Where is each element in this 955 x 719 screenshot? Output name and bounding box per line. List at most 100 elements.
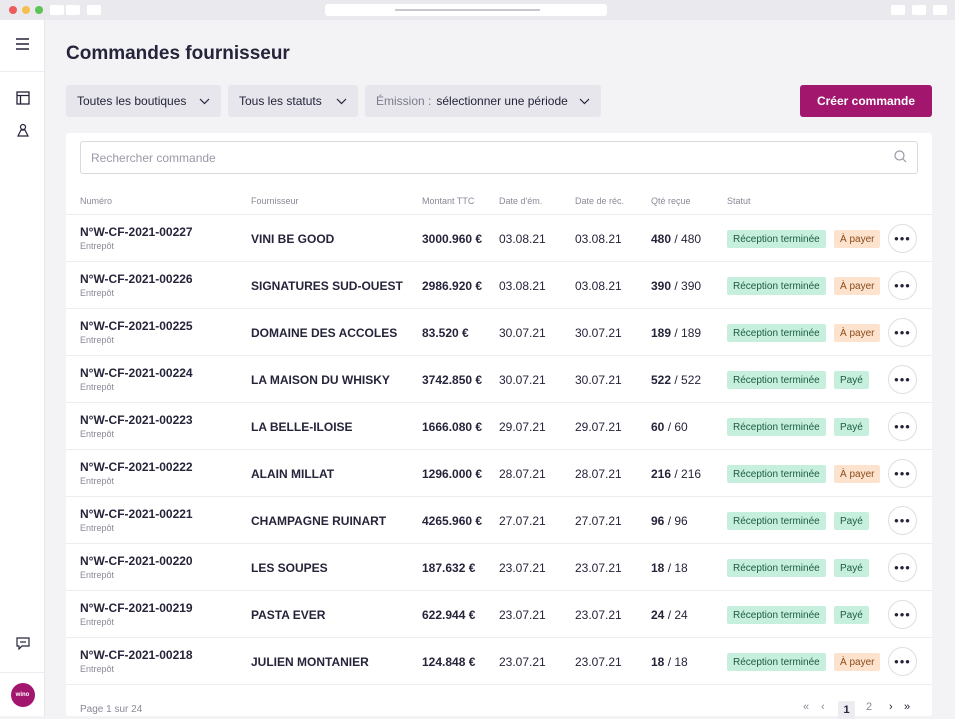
- page-info: Page 1 sur 24: [80, 704, 143, 715]
- payment-badge: Payé: [834, 606, 869, 624]
- receipt-date: 03.08.21: [575, 279, 622, 293]
- more-actions-button[interactable]: •••: [888, 553, 917, 582]
- create-order-button[interactable]: Créer commande: [800, 85, 932, 117]
- search-input[interactable]: Rechercher commande: [80, 141, 918, 174]
- order-location: Entrepôt: [80, 664, 115, 674]
- qty-total: / 18: [667, 561, 688, 575]
- receipt-date: 23.07.21: [575, 655, 622, 669]
- sidebar-item-support[interactable]: [0, 634, 45, 658]
- received-quantity: 189 / 189: [651, 326, 701, 340]
- table-row[interactable]: N°W-CF-2021-00223 Entrepôt LA BELLE-ILOISE…: [66, 403, 932, 450]
- qty-total: / 18: [667, 655, 688, 669]
- sidebar-toggle-button[interactable]: [50, 5, 64, 15]
- table-row[interactable]: N°W-CF-2021-00221 Entrepôt CHAMPAGNE RUINA…: [66, 497, 932, 544]
- order-number[interactable]: N°W-CF-2021-00219: [80, 601, 193, 615]
- more-actions-button[interactable]: •••: [888, 412, 917, 441]
- close-window-dot[interactable]: [9, 6, 17, 14]
- table-row[interactable]: N°W-CF-2021-00218 Entrepôt JULIEN MONTANIE…: [66, 638, 932, 685]
- receipt-date: 30.07.21: [575, 326, 622, 340]
- table-row[interactable]: N°W-CF-2021-00222 Entrepôt ALAIN MILLAT 129…: [66, 450, 932, 497]
- previous-page-icon[interactable]: ‹: [821, 701, 825, 713]
- next-page-icon[interactable]: ›: [889, 701, 893, 713]
- qty-received: 18: [651, 655, 665, 669]
- qty-total: / 480: [674, 232, 702, 246]
- payment-badge: À payer: [834, 230, 881, 248]
- received-quantity: 24 / 24: [651, 608, 688, 622]
- amount-ttc: 83.520 €: [422, 326, 469, 340]
- first-page-icon[interactable]: «: [803, 701, 810, 713]
- more-actions-button[interactable]: •••: [888, 459, 917, 488]
- more-dots-icon: •••: [894, 513, 911, 528]
- last-page-icon[interactable]: »: [904, 701, 911, 713]
- sidebar-item-orders[interactable]: [0, 88, 45, 112]
- page-current[interactable]: 1: [838, 701, 855, 719]
- supplier-name: VINI BE GOOD: [251, 232, 335, 246]
- tabs-overview-button[interactable]: [933, 5, 947, 15]
- issue-date: 23.07.21: [499, 561, 546, 575]
- orders-card: Rechercher commande Numéro Fournisseur M…: [66, 133, 932, 719]
- minimize-window-dot[interactable]: [22, 6, 30, 14]
- order-number[interactable]: N°W-CF-2021-00227: [80, 225, 193, 239]
- header-receipt-date[interactable]: Date de réc.: [575, 196, 625, 206]
- receipt-date: 30.07.21: [575, 373, 622, 387]
- payment-badge: Payé: [834, 512, 869, 530]
- order-number[interactable]: N°W-CF-2021-00226: [80, 272, 193, 286]
- order-number[interactable]: N°W-CF-2021-00218: [80, 648, 193, 662]
- order-number[interactable]: N°W-CF-2021-00223: [80, 413, 193, 427]
- table-row[interactable]: N°W-CF-2021-00226 Entrepôt SIGNATURES SUD-…: [66, 262, 932, 309]
- share-button[interactable]: [891, 5, 905, 15]
- url-bar[interactable]: [325, 4, 607, 16]
- more-dots-icon: •••: [894, 278, 911, 293]
- back-button[interactable]: [66, 5, 80, 15]
- more-dots-icon: •••: [894, 654, 911, 669]
- order-number[interactable]: N°W-CF-2021-00220: [80, 554, 193, 568]
- header-amount[interactable]: Montant TTC: [422, 196, 475, 206]
- header-supplier[interactable]: Fournisseur: [251, 196, 299, 206]
- amount-ttc: 3742.850 €: [422, 373, 483, 387]
- table-row[interactable]: N°W-CF-2021-00225 Entrepôt DOMAINE DES ACC…: [66, 309, 932, 356]
- page-next-number[interactable]: 2: [866, 701, 873, 713]
- shop-filter-select[interactable]: Toutes les boutiques: [66, 85, 221, 117]
- table-row[interactable]: N°W-CF-2021-00227 Entrepôt VINI BE GOOD 300…: [66, 215, 932, 262]
- table-row[interactable]: N°W-CF-2021-00224 Entrepôt LA MAISON DU WH…: [66, 356, 932, 403]
- more-actions-button[interactable]: •••: [888, 600, 917, 629]
- receipt-date: 03.08.21: [575, 232, 622, 246]
- brand-logo[interactable]: wino: [10, 682, 35, 707]
- header-status[interactable]: Statut: [727, 196, 751, 206]
- emission-period-select[interactable]: Émission : sélectionner une période: [365, 85, 601, 117]
- more-actions-button[interactable]: •••: [888, 318, 917, 347]
- more-actions-button[interactable]: •••: [888, 365, 917, 394]
- qty-received: 480: [651, 232, 672, 246]
- received-quantity: 522 / 522: [651, 373, 701, 387]
- issue-date: 23.07.21: [499, 655, 546, 669]
- hamburger-menu-icon[interactable]: [15, 37, 30, 55]
- new-tab-button[interactable]: [912, 5, 926, 15]
- issue-date: 03.08.21: [499, 232, 546, 246]
- status-badge: Réception terminée: [727, 512, 826, 530]
- sidebar-item-catalog[interactable]: [0, 120, 45, 144]
- header-qty[interactable]: Qté reçue: [651, 196, 691, 206]
- order-number[interactable]: N°W-CF-2021-00222: [80, 460, 193, 474]
- issue-date: 29.07.21: [499, 420, 546, 434]
- table-row[interactable]: N°W-CF-2021-00220 Entrepôt LES SOUPES 187.6…: [66, 544, 932, 591]
- header-issue-date[interactable]: Date d'ém.: [499, 196, 543, 206]
- order-number[interactable]: N°W-CF-2021-00221: [80, 507, 193, 521]
- more-actions-button[interactable]: •••: [888, 506, 917, 535]
- maximize-window-dot[interactable]: [35, 6, 43, 14]
- status-badge: Réception terminée: [727, 371, 826, 389]
- received-quantity: 18 / 18: [651, 655, 688, 669]
- order-location: Entrepôt: [80, 523, 115, 533]
- status-filter-select[interactable]: Tous les statuts: [228, 85, 358, 117]
- supplier-name: LES SOUPES: [251, 561, 328, 575]
- more-actions-button[interactable]: •••: [888, 647, 917, 676]
- payment-badge: À payer: [834, 653, 881, 671]
- table-row[interactable]: N°W-CF-2021-00219 Entrepôt PASTA EVER 622.9…: [66, 591, 932, 638]
- more-actions-button[interactable]: •••: [888, 224, 917, 253]
- more-actions-button[interactable]: •••: [888, 271, 917, 300]
- order-number[interactable]: N°W-CF-2021-00225: [80, 319, 193, 333]
- forward-button[interactable]: [87, 5, 101, 15]
- supplier-name: PASTA EVER: [251, 608, 326, 622]
- amount-ttc: 4265.960 €: [422, 514, 483, 528]
- order-number[interactable]: N°W-CF-2021-00224: [80, 366, 193, 380]
- header-number[interactable]: Numéro: [80, 196, 113, 206]
